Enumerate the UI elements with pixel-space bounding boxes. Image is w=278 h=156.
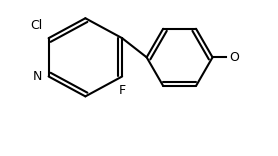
Text: F: F [119, 84, 126, 97]
Text: Cl: Cl [30, 19, 43, 32]
Text: O: O [229, 51, 239, 64]
Text: N: N [33, 70, 43, 83]
